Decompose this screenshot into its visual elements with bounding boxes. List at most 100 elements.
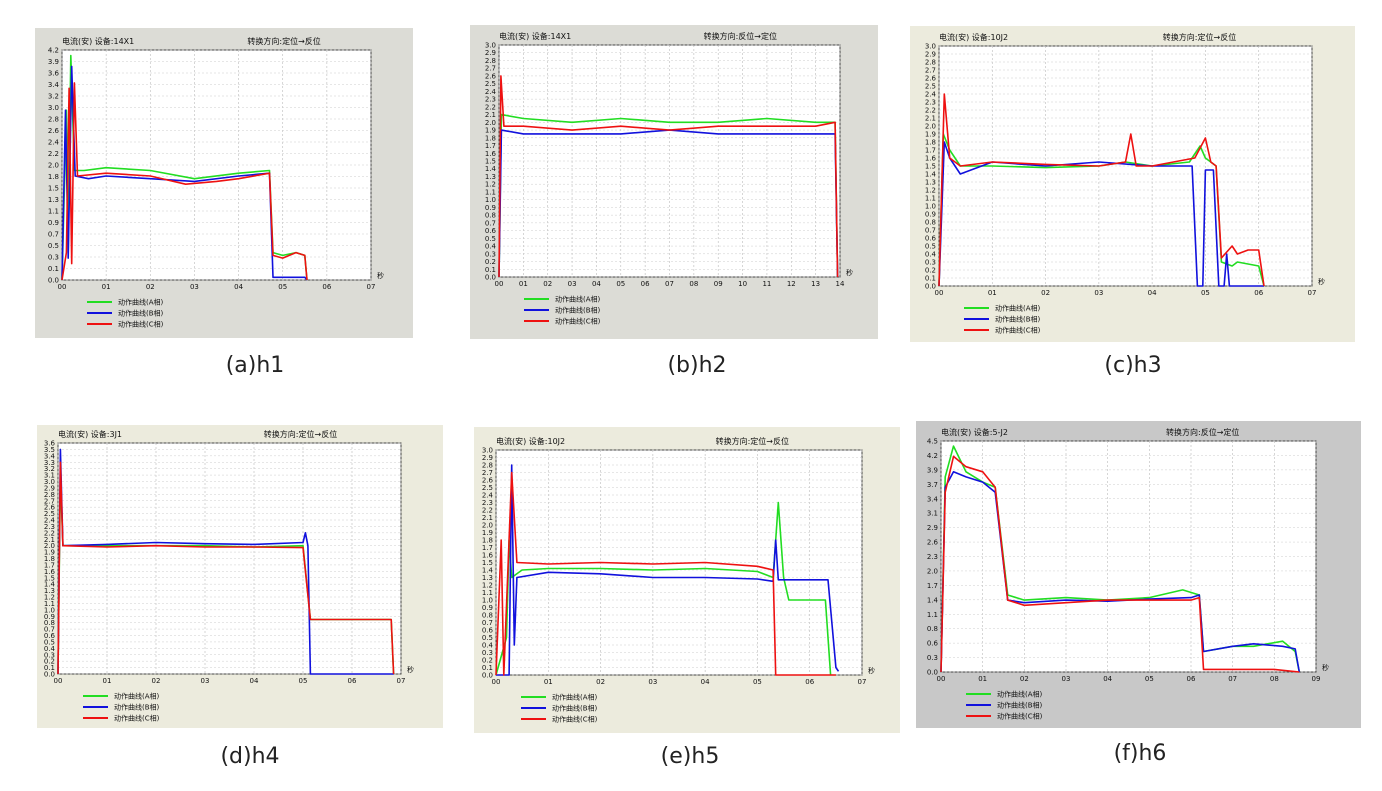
y-tick-label: 0.4 (482, 642, 494, 650)
chart-header-direction: 转换方向:定位→反位 (247, 36, 320, 46)
y-tick-label: 1.1 (482, 589, 493, 597)
y-tick-label: 1.1 (485, 188, 496, 196)
x-tick-label: 05 (299, 677, 308, 685)
y-tick-label: 3.9 (48, 58, 59, 66)
y-tick-label: 1.9 (44, 549, 55, 557)
y-tick-label: 3.9 (927, 466, 938, 474)
y-tick-label: 0.2 (485, 258, 496, 266)
y-tick-label: 0.8 (927, 625, 938, 633)
plot-area (61, 49, 372, 281)
x-tick-label: 02 (543, 280, 552, 288)
y-tick-label: 1.0 (925, 203, 936, 211)
y-tick-label: 2.4 (485, 88, 497, 96)
y-tick-label: 2.5 (44, 510, 55, 518)
y-tick-label: 0.0 (927, 669, 938, 677)
y-tick-label: 1.1 (48, 208, 59, 216)
y-tick-label: 1.5 (925, 163, 936, 171)
y-tick-label: 2.3 (44, 523, 55, 531)
chart-panel-h1: 电流(安) 设备:14X1 转换方向:定位→反位 00 01 02 03 04 05 06 07 秒… (35, 28, 413, 338)
y-tick-label: 1.7 (482, 544, 493, 552)
x-tick-label: 06 (641, 280, 650, 288)
x-tick-label: 06 (805, 678, 814, 686)
x-tick-label: 03 (1094, 289, 1103, 297)
y-tick-label: 2.6 (485, 72, 497, 80)
x-tick-label: 05 (1145, 675, 1154, 683)
y-tick-label: 0.1 (48, 265, 59, 273)
x-tick-label: 07 (665, 280, 674, 288)
y-tick-label: 2.7 (482, 469, 493, 477)
y-tick-label: 2.7 (44, 497, 55, 505)
x-tick-label: 07 (1308, 289, 1317, 297)
y-tick-label: 1.6 (44, 568, 56, 576)
y-tick-label: 2.8 (925, 59, 936, 67)
y-tick-label: 3.0 (925, 43, 936, 51)
y-tick-label: 0.8 (44, 619, 55, 627)
x-tick-label: 12 (787, 280, 796, 288)
legend-label: 动作曲线(C相) (995, 326, 1041, 335)
x-tick-label: 05 (278, 283, 287, 291)
y-tick-label: 1.8 (925, 139, 936, 147)
y-tick-label: 0.6 (482, 627, 494, 635)
y-tick-label: 1.8 (485, 134, 496, 142)
y-tick-label: 2.2 (925, 107, 936, 115)
y-tick-label: 3.4 (44, 452, 56, 460)
y-tick-label: 1.9 (482, 529, 493, 537)
y-tick-label: 1.5 (485, 158, 496, 166)
x-unit-label: 秒 (868, 666, 875, 675)
chart-header-direction: 转换方向:定位→反位 (1163, 32, 1236, 42)
y-tick-label: 2.9 (44, 484, 55, 492)
x-tick-label: 09 (714, 280, 723, 288)
y-tick-label: 2.3 (927, 553, 938, 561)
y-tick-label: 0.7 (482, 619, 493, 627)
y-tick-label: 0.2 (482, 657, 493, 665)
y-tick-label: 1.7 (927, 582, 938, 590)
x-tick-label: 04 (250, 677, 259, 685)
y-tick-label: 1.8 (48, 173, 59, 181)
y-tick-label: 2.1 (925, 115, 936, 123)
x-unit-label: 秒 (407, 665, 414, 674)
y-tick-label: 0.7 (48, 231, 59, 239)
y-tick-label: 2.6 (925, 75, 937, 83)
y-tick-label: 1.0 (44, 606, 55, 614)
x-tick-label: 01 (988, 289, 997, 297)
y-tick-label: 1.9 (485, 127, 496, 135)
y-tick-label: 0.0 (925, 283, 936, 291)
y-tick-label: 0.9 (925, 211, 936, 219)
subfigure-caption: (f)h6 (1113, 741, 1167, 766)
legend-label: 动作曲线(B相) (114, 703, 160, 712)
x-unit-label: 秒 (846, 268, 853, 277)
chart-svg-h5: 电流(安) 设备:10J2 转换方向:定位→反位 00 01 02 03 04 05 06 07秒… (474, 427, 900, 733)
y-tick-label: 2.6 (482, 477, 494, 485)
series-line-phase-c (57, 461, 395, 675)
x-tick-label: 11 (762, 280, 771, 288)
chart-panel-h2: 电流(安) 设备:14X1 转换方向:反位→定位 00 01 02 03 04 05 06 07 0… (470, 25, 878, 339)
y-tick-label: 2.0 (927, 567, 938, 575)
y-tick-label: 0.4 (925, 251, 937, 259)
y-tick-label: 0.2 (925, 267, 936, 275)
chart-header-device: 电流(安) 设备:10J2 (939, 32, 1008, 42)
y-tick-label: 3.2 (48, 93, 59, 101)
y-tick-label: 2.4 (44, 517, 56, 525)
y-tick-label: 0.1 (44, 664, 55, 672)
y-tick-label: 1.0 (485, 196, 496, 204)
x-tick-label: 02 (152, 677, 161, 685)
x-tick-label: 01 (103, 677, 112, 685)
y-tick-label: 2.7 (485, 65, 496, 73)
x-tick-label: 04 (592, 280, 601, 288)
series-line-phase-c (61, 82, 308, 281)
chart-header-direction: 转换方向:反位→定位 (704, 31, 777, 41)
subfigure-caption: (d)h4 (220, 744, 280, 769)
y-tick-label: 2.3 (485, 96, 496, 104)
x-tick-label: 08 (1270, 675, 1279, 683)
y-tick-label: 3.0 (482, 447, 493, 455)
chart-svg-h3: 电流(安) 设备:10J2 转换方向:定位→反位 00 01 02 03 04 05 06 07秒… (910, 26, 1355, 342)
x-tick-label: 06 (1254, 289, 1263, 297)
series-line-phase-c (938, 93, 1265, 287)
y-tick-label: 0.3 (927, 654, 938, 662)
x-unit-label: 秒 (1318, 277, 1325, 286)
legend-label: 动作曲线(C相) (552, 715, 598, 724)
x-tick-label: 04 (1148, 289, 1157, 297)
x-tick-label: 05 (753, 678, 762, 686)
y-tick-label: 0.0 (44, 671, 55, 679)
y-tick-label: 1.6 (925, 155, 937, 163)
